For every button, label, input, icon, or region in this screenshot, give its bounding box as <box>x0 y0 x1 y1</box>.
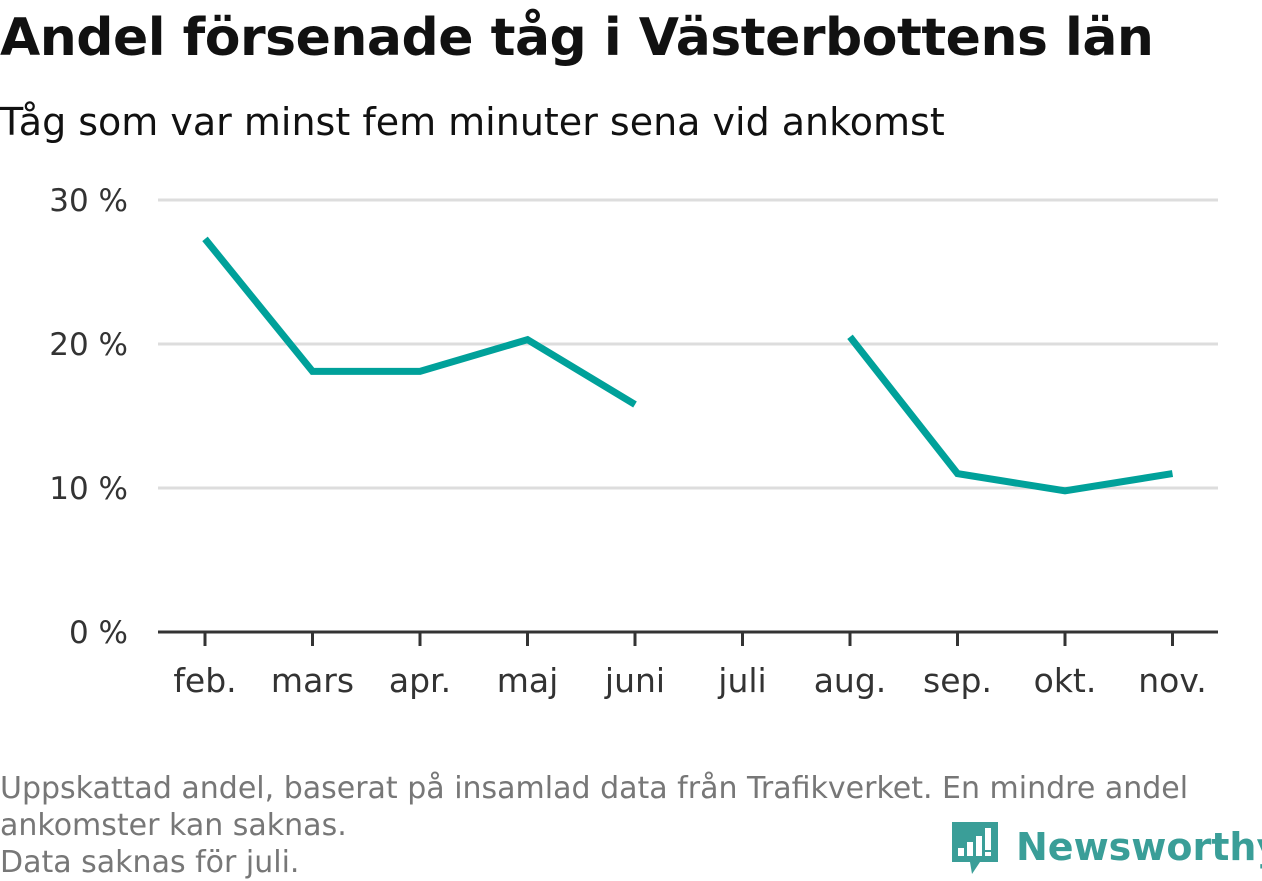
y-tick-label: 0 % <box>69 615 128 651</box>
x-tick-label: aug. <box>814 661 887 700</box>
x-axis: feb. mars apr. maj juni juli aug. sep. okt. nov. <box>158 632 1218 700</box>
gridlines <box>158 200 1218 488</box>
x-tick-label: maj <box>497 661 559 700</box>
y-tick-label: 30 % <box>49 183 128 219</box>
x-tick-label: okt. <box>1034 661 1097 700</box>
y-tick-label: 20 % <box>49 327 128 363</box>
newsworthy-logo-icon <box>950 818 1002 876</box>
brand-name: Newsworthy <box>1016 825 1262 869</box>
x-tick-label: apr. <box>389 661 451 700</box>
series-lines <box>205 239 1173 491</box>
line-chart: 0 % 10 % 20 % 30 % feb. mars apr. maj juni juli a… <box>0 170 1262 710</box>
chart-subtitle: Tåg som var minst fem minuter sena vid a… <box>0 100 945 144</box>
x-tick-label: mars <box>271 661 354 700</box>
x-tick-label: feb. <box>173 661 236 700</box>
x-tick-label: nov. <box>1138 661 1207 700</box>
x-tick-label: juli <box>717 661 766 700</box>
y-tick-label: 10 % <box>49 471 128 507</box>
chart-title: Andel försenade tåg i Västerbottens län <box>0 8 1153 68</box>
footnote-line-1: Uppskattad andel, baserat på insamlad da… <box>0 770 1250 807</box>
y-axis-ticks: 0 % 10 % 20 % 30 % <box>49 183 128 651</box>
series-line-segment <box>850 337 1173 491</box>
x-tick-label: juni <box>604 661 665 700</box>
x-tick-label: sep. <box>923 661 992 700</box>
brand-logo: Newsworthy <box>950 818 1262 876</box>
series-line-segment <box>205 239 635 405</box>
